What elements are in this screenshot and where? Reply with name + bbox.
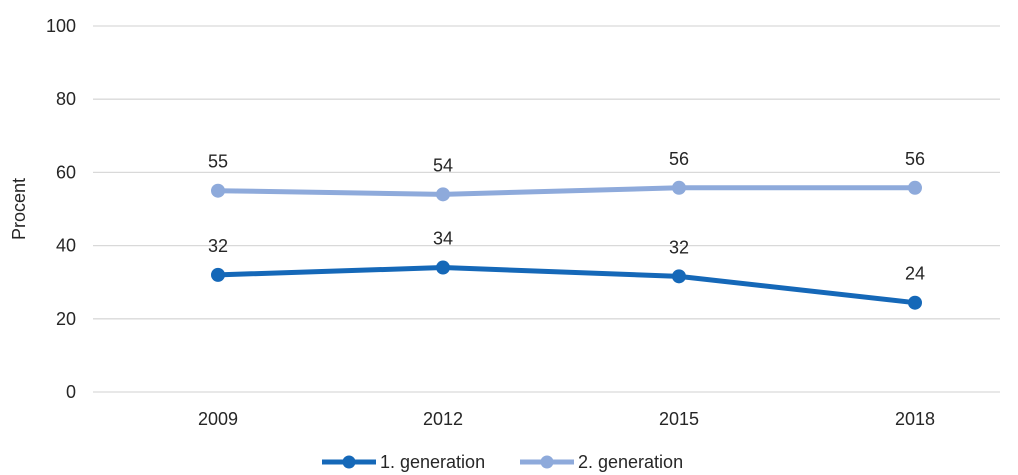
data-label: 55 [208, 152, 228, 172]
x-axis-ticks: 2009 2012 2015 2018 [198, 409, 935, 429]
x-tick-label: 2018 [895, 409, 935, 429]
y-axis-title: Procent [9, 178, 29, 240]
data-point [672, 180, 686, 195]
y-tick-label: 100 [46, 16, 76, 36]
legend: 1. generation 2. generation [322, 452, 683, 472]
series [211, 180, 922, 310]
gridlines [93, 25, 1000, 393]
data-point [436, 187, 450, 202]
series-line-1 [215, 265, 918, 306]
data-label: 56 [905, 149, 925, 169]
y-tick-label: 80 [56, 89, 76, 109]
data-point [436, 260, 450, 275]
data-label: 34 [433, 229, 453, 249]
data-point [908, 295, 922, 310]
data-point [211, 267, 225, 282]
x-tick-label: 2012 [423, 409, 463, 429]
data-labels: 55 54 56 56 32 34 32 24 [208, 149, 925, 284]
data-label: 32 [208, 236, 228, 256]
legend-swatch-marker [540, 455, 554, 469]
x-tick-label: 2009 [198, 409, 238, 429]
legend-label: 2. generation [578, 452, 683, 472]
data-point [908, 180, 922, 195]
data-label: 54 [433, 155, 453, 175]
legend-swatch-marker [342, 455, 356, 469]
series-line-2 [215, 185, 918, 197]
data-label: 56 [669, 149, 689, 169]
y-tick-label: 40 [56, 236, 76, 256]
x-tick-label: 2015 [659, 409, 699, 429]
data-label: 32 [669, 237, 689, 257]
legend-label: 1. generation [380, 452, 485, 472]
y-tick-label: 20 [56, 309, 76, 329]
data-point [672, 269, 686, 284]
y-tick-label: 60 [56, 162, 76, 182]
y-axis-ticks: 0 20 40 60 80 100 [46, 16, 76, 402]
data-label: 24 [905, 264, 925, 284]
y-tick-label: 0 [66, 382, 76, 402]
data-point [211, 183, 225, 198]
